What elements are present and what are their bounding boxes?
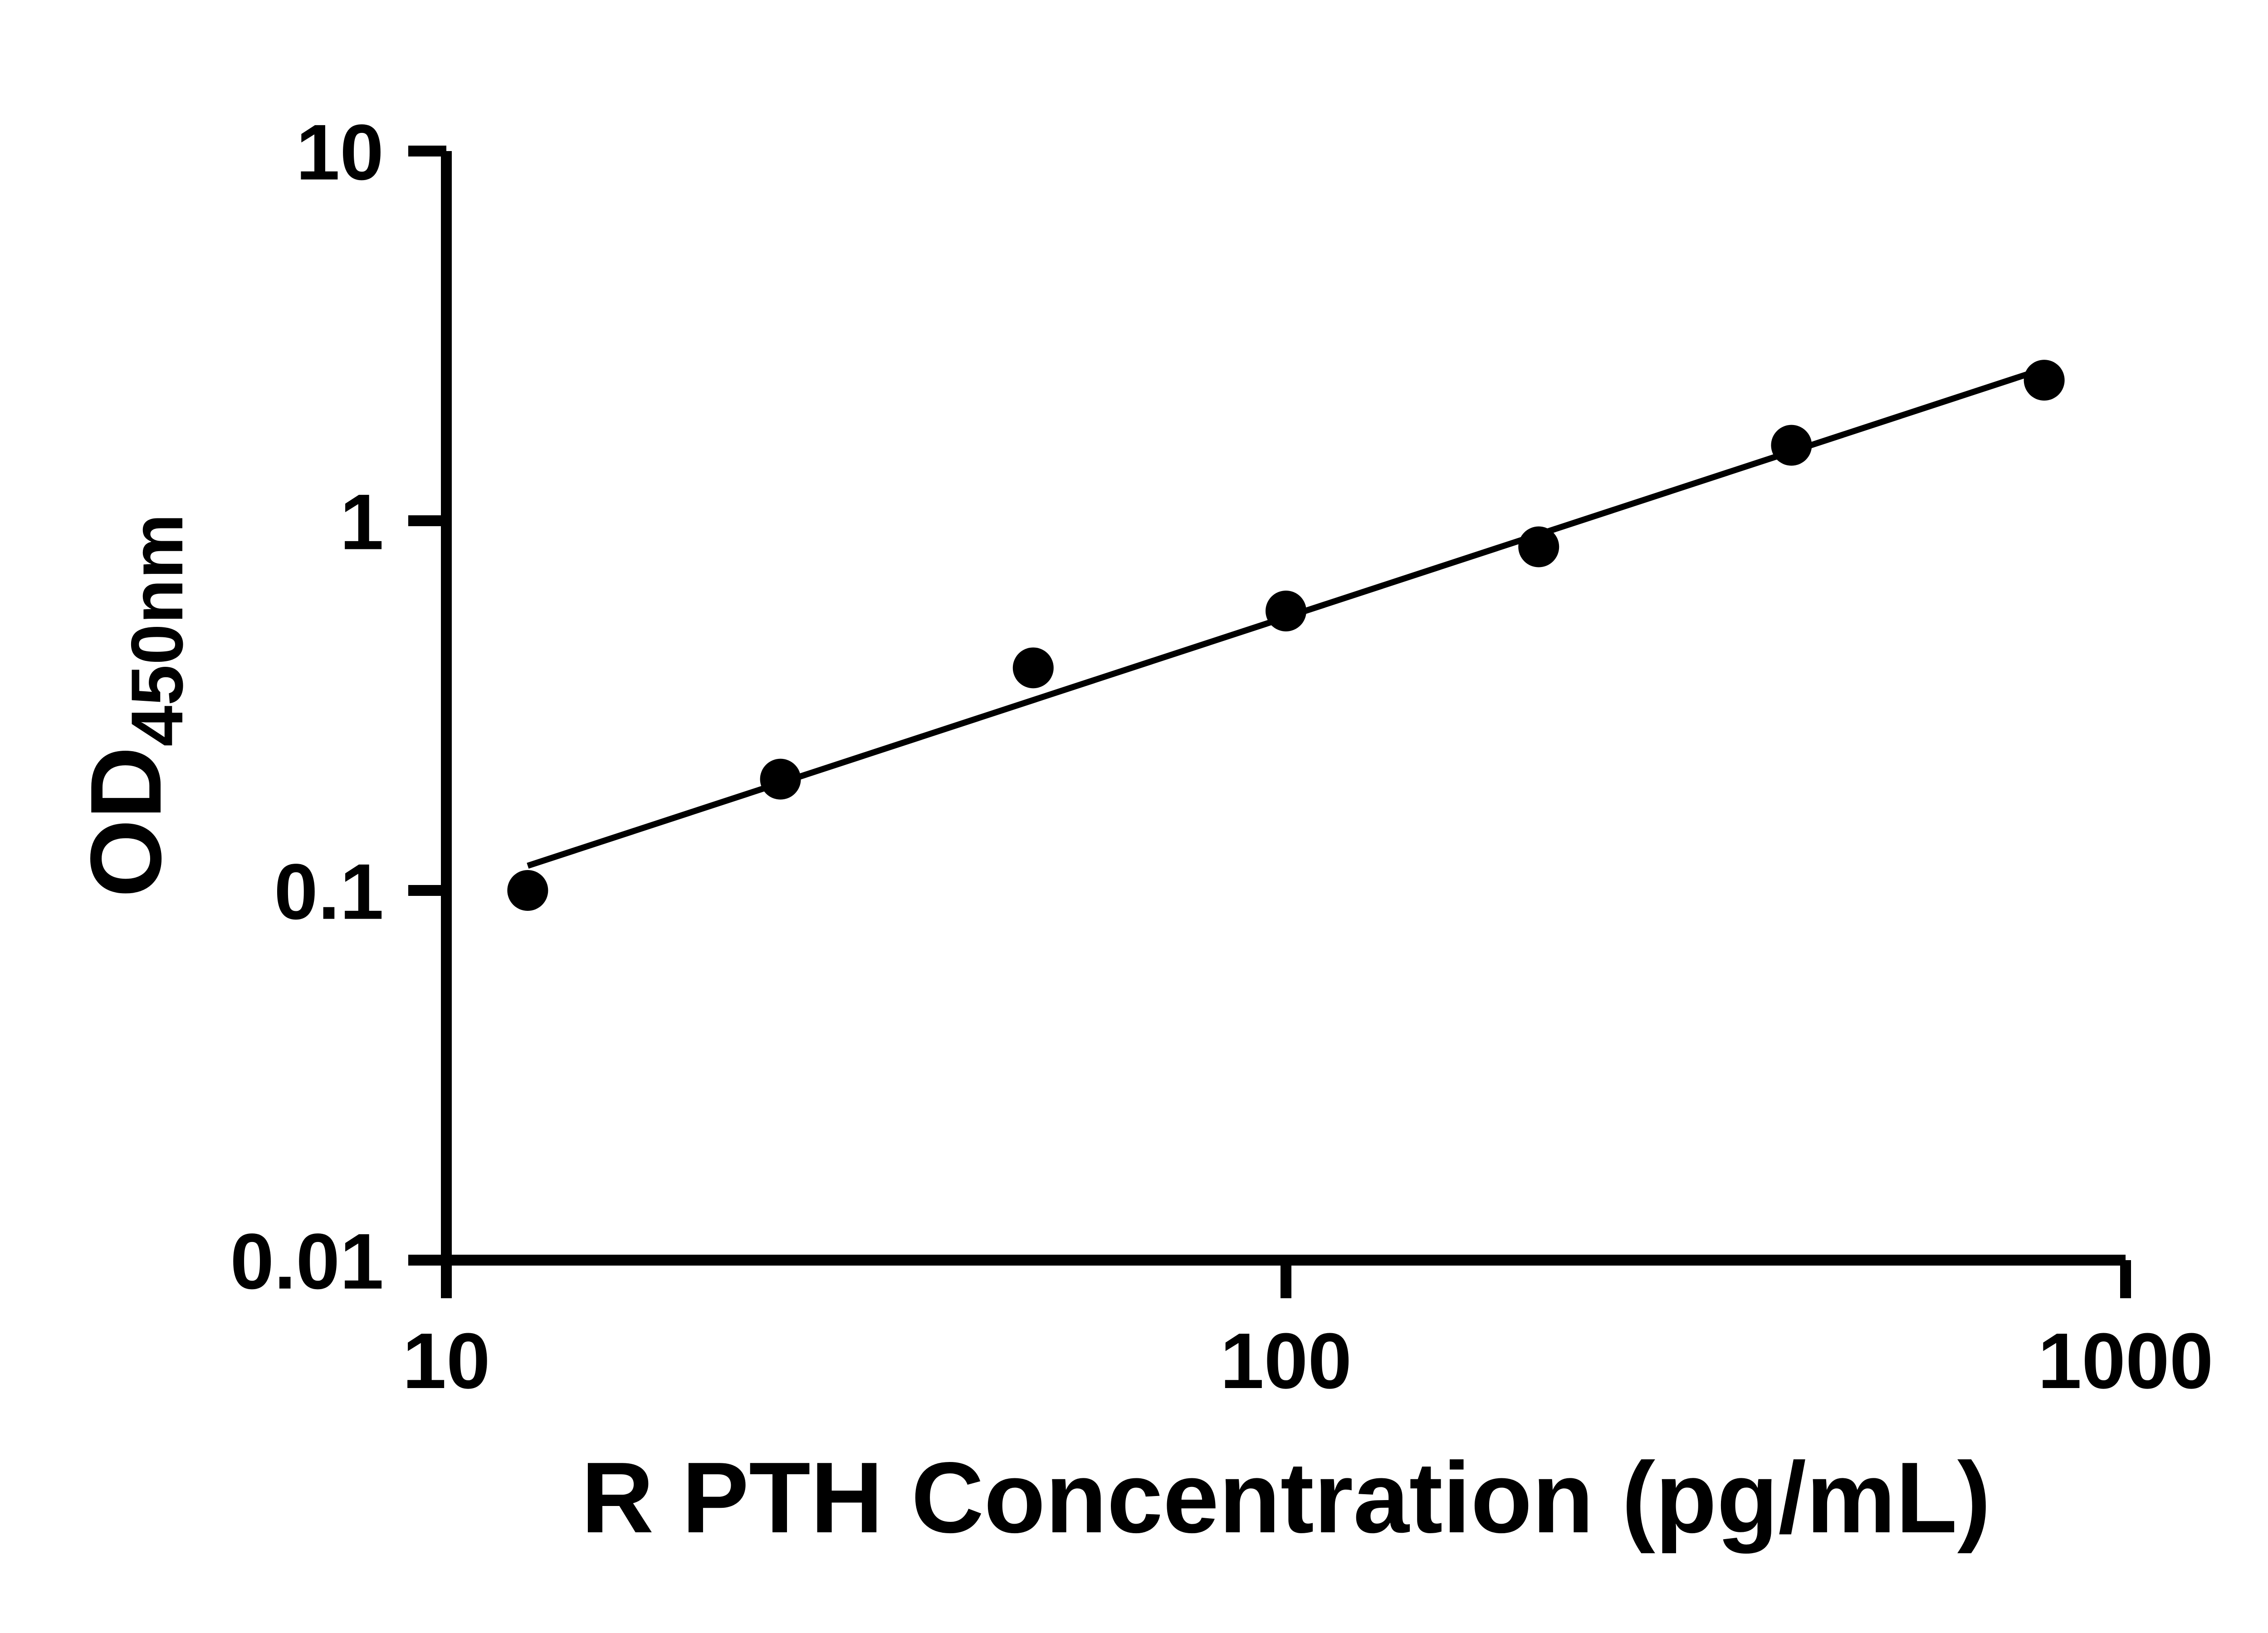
y-tick-label: 10 bbox=[296, 108, 384, 196]
data-point bbox=[1012, 647, 1054, 689]
data-point bbox=[1771, 425, 1812, 466]
x-tick-label: 10 bbox=[402, 1316, 490, 1405]
x-axis-title: R PTH Concentration (pg/mL) bbox=[581, 1442, 1991, 1554]
x-tick-label: 1000 bbox=[2038, 1316, 2213, 1405]
data-point bbox=[2024, 360, 2065, 401]
y-axis-title: OD450nm bbox=[70, 513, 198, 897]
data-point bbox=[760, 758, 801, 800]
data-point bbox=[1518, 526, 1559, 567]
axes bbox=[441, 151, 2126, 1266]
data-point bbox=[507, 870, 548, 911]
x-tick-label: 100 bbox=[1220, 1316, 1352, 1405]
y-tick-label: 0.1 bbox=[274, 847, 384, 936]
y-tick-label: 1 bbox=[340, 478, 384, 566]
data-point bbox=[1266, 590, 1306, 631]
y-tick-label: 0.01 bbox=[230, 1217, 384, 1305]
